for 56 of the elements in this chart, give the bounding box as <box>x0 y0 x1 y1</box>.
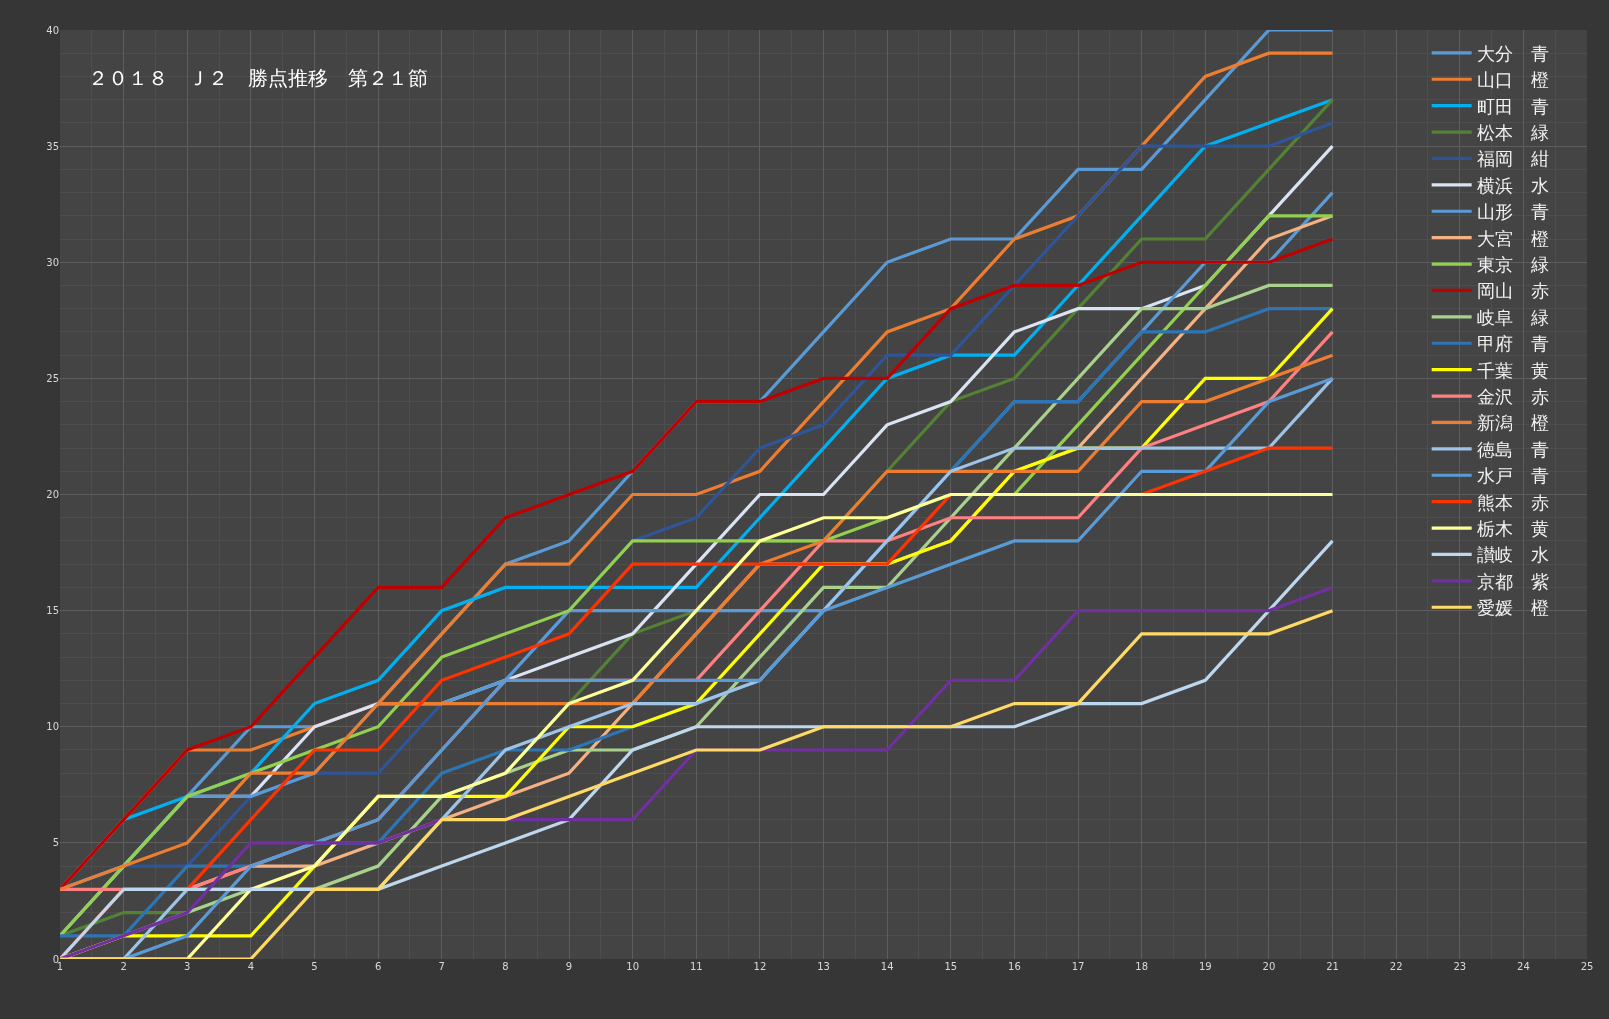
y-tick-label: 35 <box>46 140 59 152</box>
x-tick-label: 22 <box>1389 961 1403 972</box>
y-tick-label: 15 <box>46 605 59 617</box>
x-tick-label: 12 <box>753 961 767 972</box>
y-tick-label: 10 <box>46 721 59 733</box>
x-tick-label: 20 <box>1262 961 1276 972</box>
x-tick-label: 16 <box>1008 961 1021 972</box>
x-tick-label: 14 <box>880 961 894 972</box>
x-tick-label: 8 <box>502 961 509 972</box>
y-tick-label: 20 <box>46 489 59 500</box>
legend-label: 栃木 黄 <box>1476 518 1549 540</box>
x-tick-label: 18 <box>1135 961 1148 972</box>
x-tick-label: 24 <box>1517 961 1530 972</box>
legend-label: 山形 青 <box>1476 201 1549 223</box>
legend-label: 東京 緑 <box>1476 254 1549 276</box>
y-tick-label: 0 <box>52 953 59 965</box>
legend-label: 山口 橙 <box>1476 69 1549 91</box>
x-tick-label: 15 <box>944 961 958 972</box>
legend-label: 大宮 橙 <box>1476 227 1549 249</box>
x-tick-label: 3 <box>184 961 191 972</box>
legend-label: 甲府 青 <box>1476 333 1549 355</box>
legend-label: 福岡 紺 <box>1476 148 1549 170</box>
y-tick-label: 30 <box>46 256 59 268</box>
legend-label: 水戸 青 <box>1476 465 1549 487</box>
legend-label: 熊本 赤 <box>1476 491 1549 513</box>
y-tick-label: 25 <box>46 372 59 384</box>
legend-label: 岐阜 緑 <box>1476 306 1549 328</box>
y-tick-label: 5 <box>52 837 59 849</box>
legend-label: 千葉 黄 <box>1476 359 1549 381</box>
x-tick-label: 25 <box>1580 961 1594 972</box>
x-tick-label: 7 <box>438 961 445 972</box>
y-tick-label: 40 <box>46 24 59 36</box>
legend-label: 横浜 水 <box>1476 174 1549 196</box>
legend-label: 金沢 赤 <box>1476 386 1549 408</box>
x-tick-label: 2 <box>120 961 127 972</box>
legend-label: 愛媛 橙 <box>1476 597 1549 619</box>
x-tick-label: 9 <box>565 961 573 972</box>
x-tick-label: 5 <box>311 961 318 972</box>
x-tick-label: 19 <box>1198 961 1212 972</box>
legend-label: 岡山 赤 <box>1476 280 1549 302</box>
x-tick-label: 23 <box>1453 961 1467 972</box>
legend-label: 徳島 青 <box>1476 438 1549 460</box>
x-tick-label: 13 <box>817 961 830 972</box>
legend-label: 京都 紫 <box>1476 570 1549 592</box>
legend-label: 大分 青 <box>1476 42 1549 64</box>
x-tick-label: 17 <box>1071 961 1085 972</box>
x-tick-label: 6 <box>374 961 382 972</box>
x-tick-label: 21 <box>1326 961 1339 972</box>
x-tick-label: 10 <box>626 961 639 972</box>
legend-label: 讃岐 水 <box>1476 544 1549 566</box>
text: ２０１８ Ｊ２ 勝点推移 第２１節 <box>88 66 429 91</box>
x-tick-label: 11 <box>689 961 703 972</box>
legend-label: 町田 青 <box>1476 95 1549 117</box>
x-tick-label: 4 <box>247 961 255 972</box>
legend-label: 松本 緑 <box>1476 122 1549 144</box>
legend-label: 新潟 橙 <box>1476 412 1549 434</box>
